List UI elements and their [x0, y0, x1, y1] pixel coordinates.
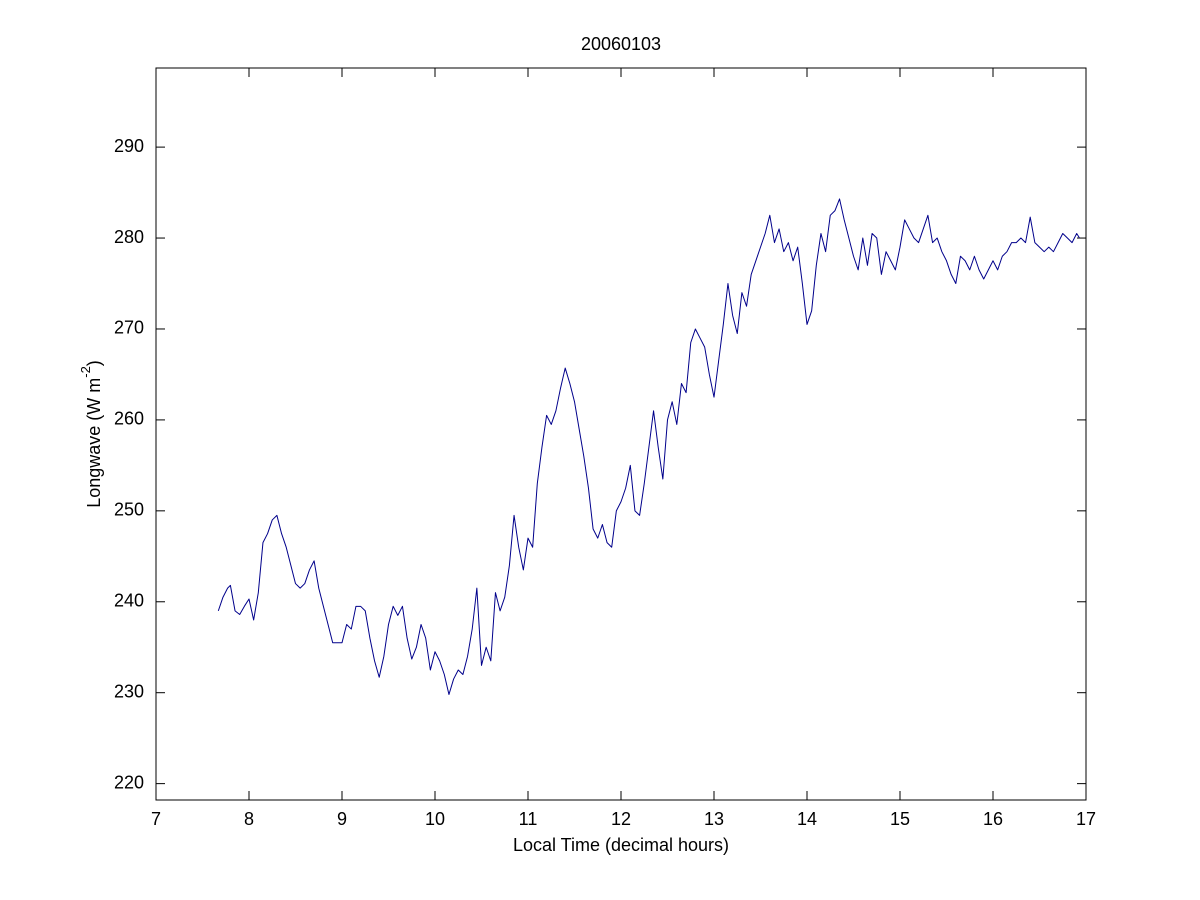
- y-tick-label: 240: [114, 591, 144, 611]
- y-label-text: Longwave (W m: [84, 378, 104, 508]
- x-tick-label: 13: [704, 809, 724, 829]
- x-tick-label: 14: [797, 809, 817, 829]
- y-label-end: ): [84, 360, 104, 366]
- y-axis-label: Longwave (W m-2): [78, 360, 103, 508]
- y-tick-label: 290: [114, 136, 144, 156]
- x-tick-label: 15: [890, 809, 910, 829]
- x-axis-label: Local Time (decimal hours): [513, 835, 729, 855]
- x-tick-label: 9: [337, 809, 347, 829]
- x-tick-label: 10: [425, 809, 445, 829]
- axes-box: [155, 67, 1087, 801]
- x-tick-label: 8: [244, 809, 254, 829]
- x-tick-label: 12: [611, 809, 631, 829]
- y-tick-label: 250: [114, 500, 144, 520]
- x-tick-label: 17: [1076, 809, 1096, 829]
- line-series: [217, 198, 1080, 696]
- x-tick-label: 11: [519, 809, 538, 829]
- x-tick-label: 7: [151, 809, 161, 829]
- y-tick-label: 270: [114, 318, 144, 338]
- y-tick-label: 220: [114, 772, 144, 792]
- chart-title: 20060103: [581, 34, 661, 54]
- y-tick-label: 260: [114, 409, 144, 429]
- y-tick-label: 280: [114, 227, 144, 247]
- x-tick-label: 16: [983, 809, 1003, 829]
- y-label-exponent: -2: [78, 366, 93, 378]
- y-tick-label: 230: [114, 681, 144, 701]
